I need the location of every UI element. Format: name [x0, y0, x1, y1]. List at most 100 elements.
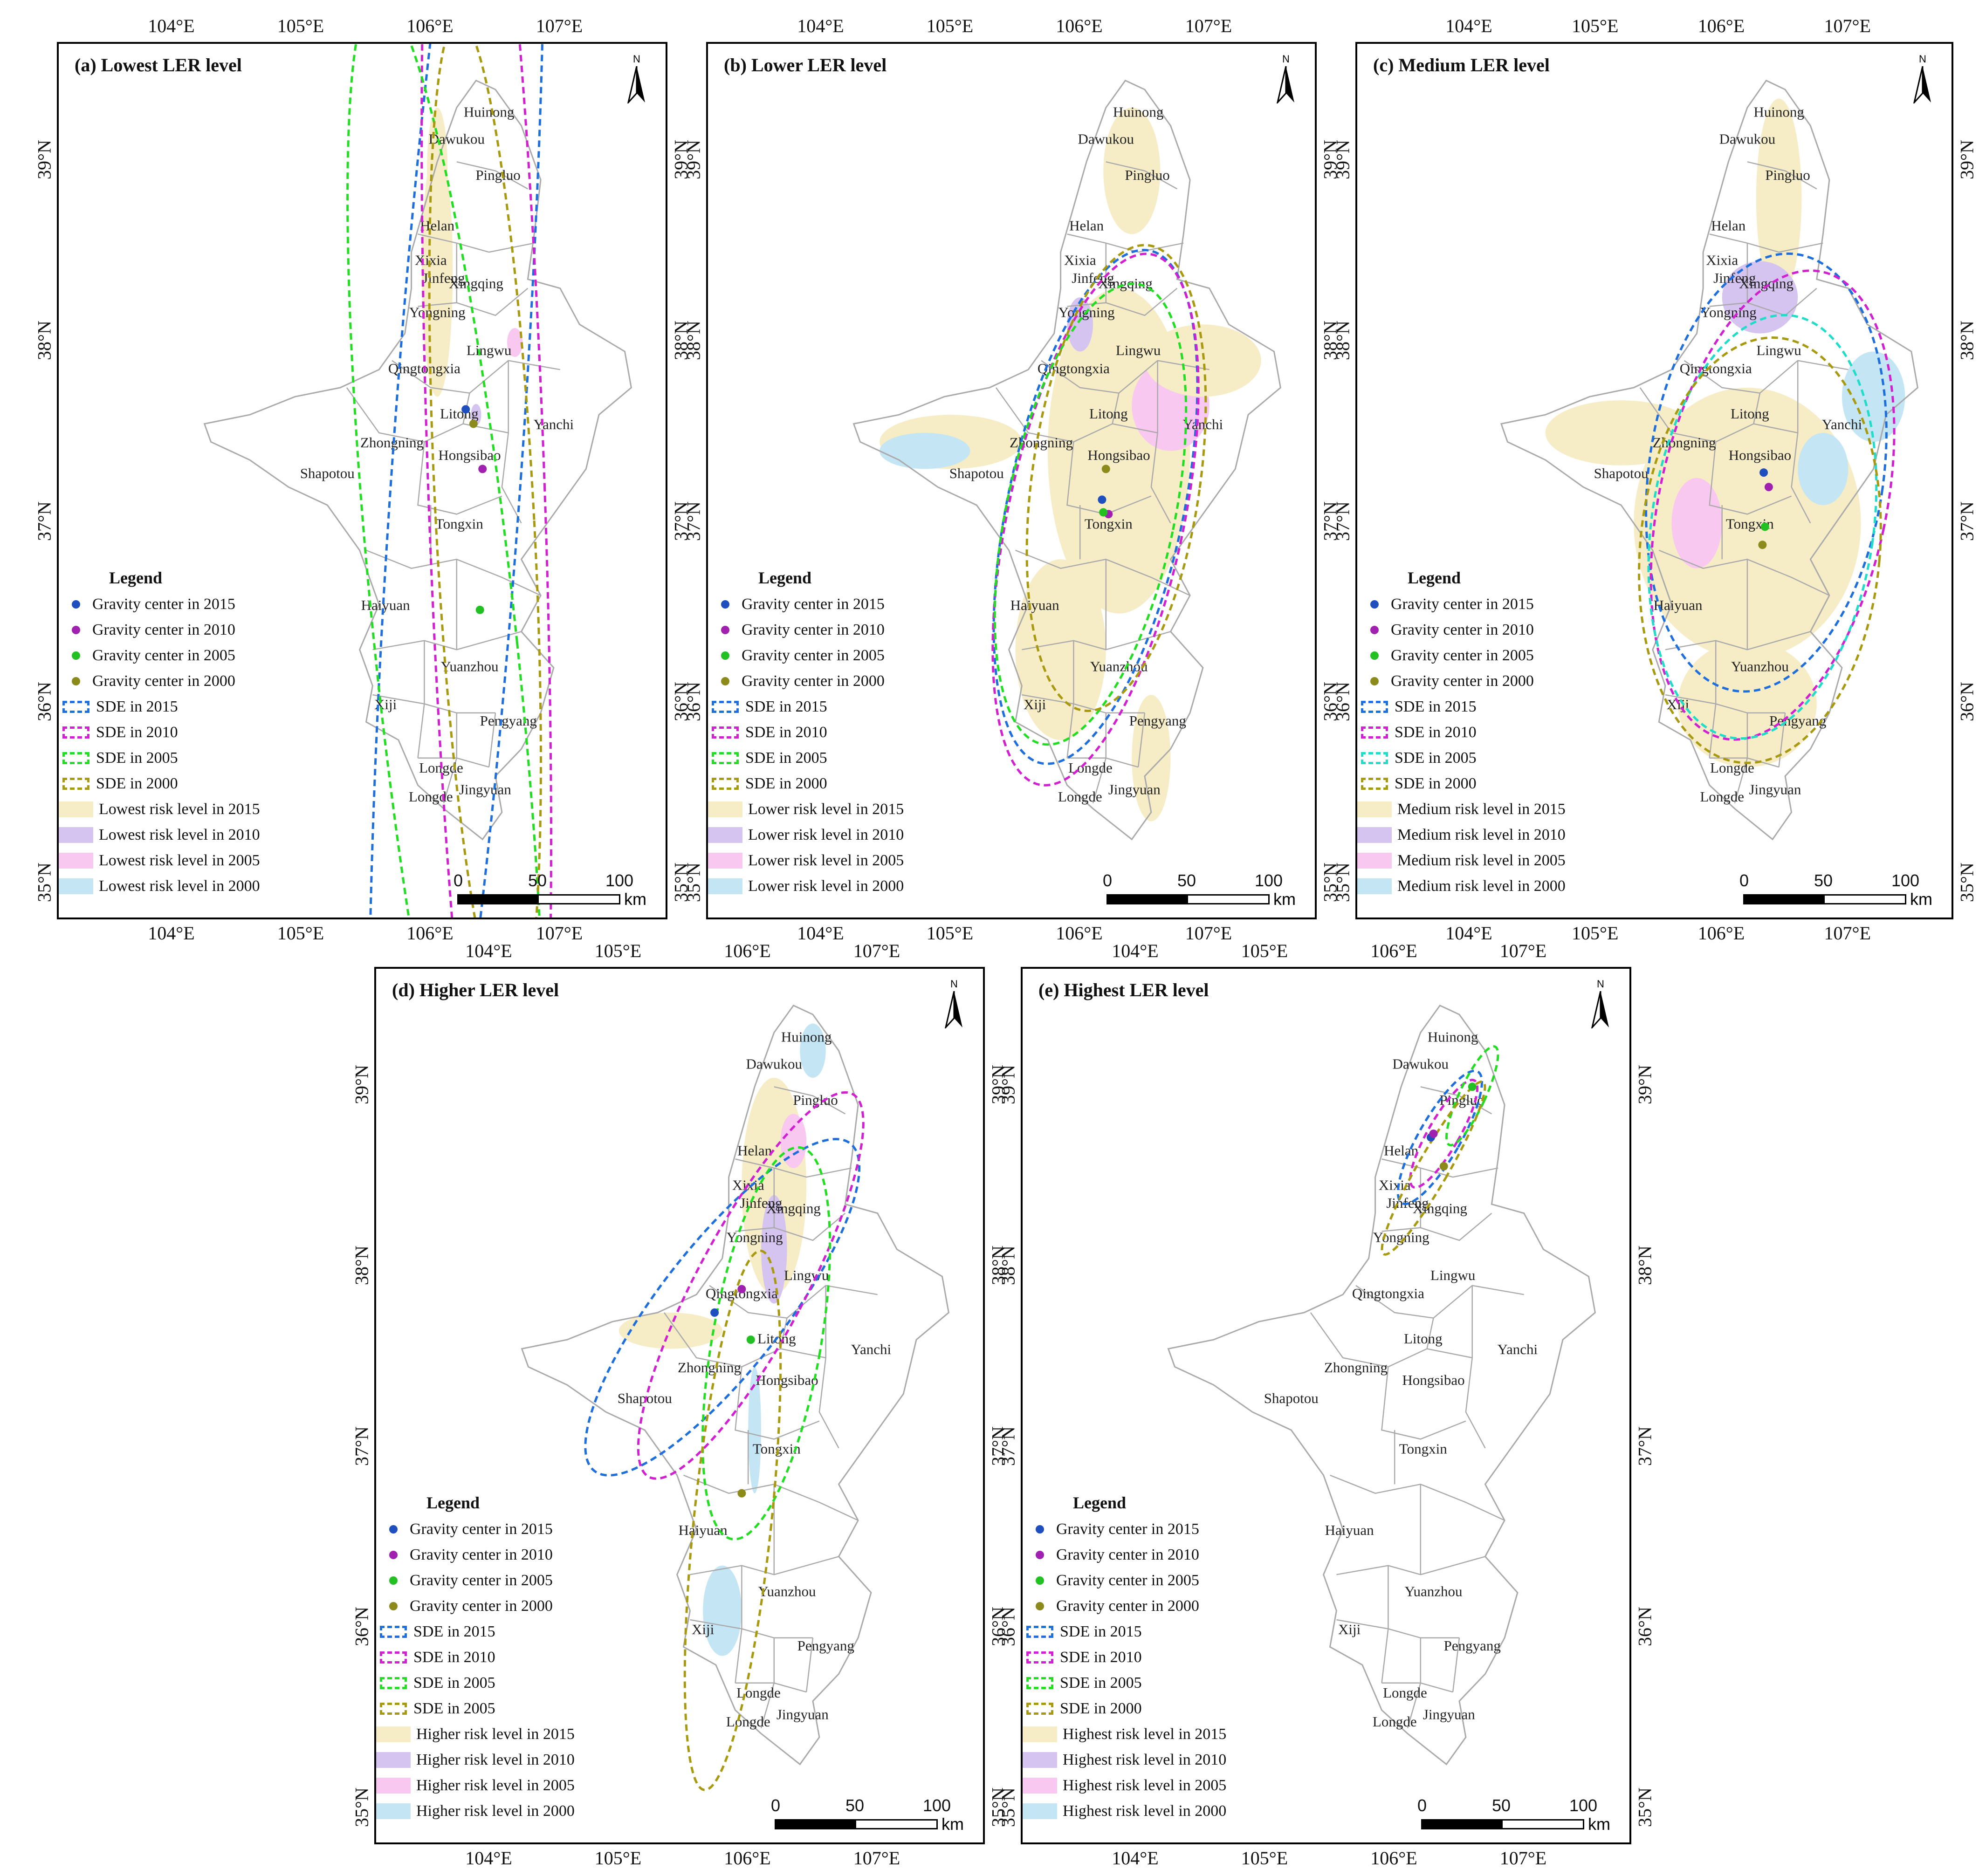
place-label: Jingyuan [1749, 781, 1801, 797]
lon-tick-label: 106°E [1370, 940, 1417, 961]
place-label: Haiyuan [361, 597, 411, 613]
lon-tick-label: 107°E [1185, 923, 1232, 944]
gravity-dot-icon [389, 1525, 398, 1534]
legend-label: SDE in 2000 [96, 774, 178, 792]
gravity-center [1101, 465, 1110, 473]
legend-label: SDE in 2005 [1395, 749, 1477, 767]
map-canvas: HuinongDawukouPingluoHelanXixiaJinfengXi… [1500, 79, 1919, 841]
gravity-dot-icon [721, 600, 729, 609]
lon-tick-label: 105°E [1571, 923, 1619, 944]
place-label: Huinong [781, 1028, 832, 1045]
legend-item: Higher risk level in 2000 [376, 1798, 575, 1824]
legend-item: Gravity center in 2015 [376, 1516, 575, 1542]
legend-item: Highest risk level in 2005 [1023, 1773, 1226, 1798]
sde-line-icon [1361, 726, 1388, 739]
legend-label: SDE in 2005 [413, 1699, 495, 1717]
risk-area [1798, 432, 1849, 505]
legend-item: Highest risk level in 2000 [1023, 1798, 1226, 1824]
risk-area [1756, 98, 1802, 298]
scale-bar: 0 50 100 km [1739, 871, 1932, 909]
legend: Legend Gravity center in 2015 Gravity cent… [1023, 1493, 1226, 1824]
north-label: N [950, 978, 958, 990]
gravity-center [737, 1489, 746, 1498]
north-arrow-icon [1913, 66, 1931, 103]
county-boundary [417, 640, 425, 758]
legend-item: SDE in 2010 [1023, 1644, 1226, 1670]
legend-item: Gravity center in 2005 [1023, 1568, 1226, 1593]
legend-label: Lowest risk level in 2000 [99, 877, 260, 895]
lat-tick-label: 37°N [351, 1426, 372, 1466]
gravity-dot-icon [1036, 1602, 1044, 1610]
place-label: Longde [1058, 788, 1102, 805]
place-label: Yuanzhou [441, 658, 499, 675]
map-canvas: HuinongDawukouPingluoHelanXixiaJinfengXi… [852, 79, 1282, 841]
lat-tick-label: 38°N [683, 321, 704, 360]
legend-item: Gravity center in 2015 [59, 591, 260, 617]
place-label: Yuanzhou [758, 1583, 816, 1600]
place-label: Dawukou [746, 1055, 802, 1072]
map-canvas: HuinongDawukouPingluoHelanXixiaJinfengXi… [1167, 1004, 1596, 1766]
sde-ellipse [346, 44, 547, 917]
place-label: Litong [1089, 405, 1128, 422]
place-label: Pingluo [475, 167, 520, 183]
place-label: Qingtongxia [1352, 1285, 1424, 1301]
gravity-dot-icon [389, 1550, 398, 1559]
place-label: Xingqing [1739, 275, 1794, 292]
legend: Legend Gravity center in 2015 Gravity cent… [59, 568, 260, 899]
legend-label: Highest risk level in 2015 [1063, 1725, 1227, 1743]
panel-title: (c) Medium LER level [1373, 55, 1550, 75]
gravity-dot-icon [72, 651, 80, 660]
legend-label: Lowest risk level in 2015 [99, 800, 260, 818]
legend-item: Lowest risk level in 2000 [59, 873, 260, 899]
county-boundary [1336, 1619, 1459, 1639]
lat-tick-label: 38°N [351, 1246, 372, 1285]
county-boundary [683, 1474, 859, 1521]
place-label: Pengyang [1129, 712, 1186, 729]
lon-tick-label: 106°E [1056, 15, 1103, 36]
sde-line-icon [62, 700, 89, 713]
lon-tick-label: 104°E [148, 923, 195, 944]
risk-area [761, 1195, 787, 1304]
lat-tick-label: 35°N [1332, 863, 1354, 903]
gravity-dot-icon [72, 625, 80, 634]
place-label: Pingluo [1125, 167, 1169, 183]
fill-swatch [59, 827, 93, 843]
scale-label: 0 [1417, 1796, 1427, 1815]
legend-item: Medium risk level in 2015 [1357, 796, 1566, 822]
risk-area [703, 1565, 742, 1656]
legend-item: SDE in 2000 [1357, 771, 1566, 796]
lon-tick-label: 107°E [1824, 15, 1871, 36]
sde-ellipse [1445, 1045, 1499, 1147]
lat-tick-label: 35°N [683, 863, 704, 903]
map-panel: Huinong Dawukou Pingluo Helan Xixia Jinfeng Xi… [374, 967, 985, 1844]
place-label: Dawukou [1392, 1055, 1449, 1072]
lat-tick-label: 39°N [1634, 1065, 1656, 1105]
panel-title: (a) Lowest LER level [75, 55, 242, 75]
place-label: Yanchi [534, 416, 574, 432]
place-label: Pingluo [1765, 167, 1810, 183]
gravity-dot-icon [1036, 1525, 1044, 1534]
county-boundary [1709, 640, 1717, 758]
lat-tick-label: 35°N [997, 1787, 1019, 1828]
north-arrow: N [1909, 53, 1937, 104]
county-boundary [1092, 712, 1107, 804]
county-boundary [1336, 1556, 1485, 1575]
legend-item: Gravity center in 2005 [1357, 643, 1566, 668]
legend-item: SDE in 2015 [1357, 694, 1566, 719]
legend-label: Highest risk level in 2000 [1063, 1802, 1227, 1820]
legend-label: Medium risk level in 2015 [1397, 800, 1566, 818]
fill-swatch [376, 1726, 411, 1742]
legend-item: Highest risk level in 2015 [1023, 1721, 1226, 1747]
county-boundary [735, 1158, 852, 1178]
place-label: Tongxin [1399, 1440, 1447, 1457]
fill-swatch [1357, 827, 1392, 843]
legend-item: Higher risk level in 2010 [376, 1747, 575, 1773]
scale-bar-graphic [1421, 1819, 1584, 1829]
scale-label: 100 [1569, 1796, 1598, 1815]
legend-item: Lowest risk level in 2010 [59, 822, 260, 848]
place-label: Xixia [1064, 252, 1096, 268]
province-boundary [521, 1004, 950, 1766]
gravity-center [1764, 483, 1773, 492]
county-boundary [818, 1285, 839, 1449]
county-boundary [1426, 1318, 1434, 1349]
